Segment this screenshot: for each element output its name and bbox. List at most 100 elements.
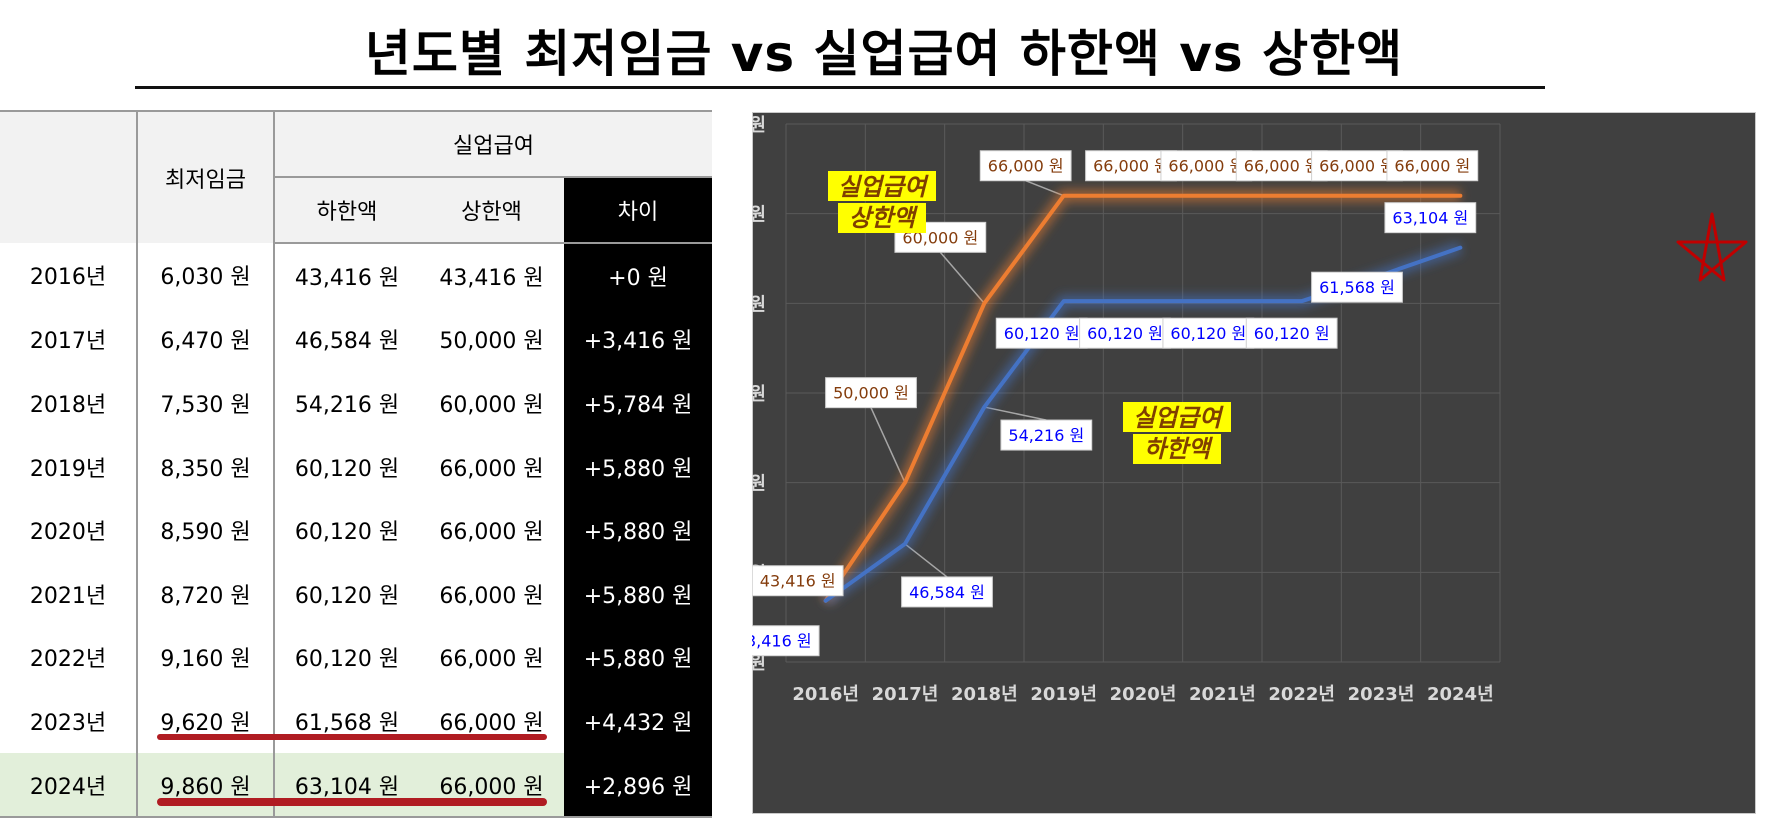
data-label: 43,416 원: [752, 632, 812, 651]
lower-cell: 46,584 원: [273, 307, 419, 372]
series-line-upper: [823, 193, 1463, 603]
table-row: 2023년 9,620 원 61,568 원 66,000 원 +4,432 원: [0, 689, 713, 753]
data-label-box: [1162, 317, 1255, 349]
data-label: 66,000 원: [1244, 157, 1320, 176]
y-tick-label: 60,000 원: [752, 294, 766, 315]
header-upper: 상한액: [419, 176, 564, 244]
leader-line: [939, 251, 985, 304]
data-label: 66,000 원: [988, 157, 1064, 176]
data-label: 66,000 원: [1319, 157, 1395, 176]
diff-cell: +5,880 원: [564, 625, 713, 690]
data-label-box: [894, 221, 987, 253]
upper-cell: 66,000 원: [439, 710, 544, 736]
upper-cell: 50,000 원: [439, 329, 544, 355]
corner-header-cell: [0, 110, 137, 243]
year-cell: 2019년: [29, 456, 107, 482]
y-tick-label: 65,000 원: [752, 205, 766, 226]
data-label: 66,000 원: [1394, 157, 1470, 176]
data-label: 60,120 원: [1170, 324, 1246, 343]
lower-cell: 54,216 원: [273, 371, 419, 435]
header-unemployment: 실업급여: [272, 110, 713, 177]
diff-cell: +0 원: [564, 243, 713, 308]
min-wage-cell: 8,720 원: [136, 561, 274, 626]
data-label-box: [1079, 317, 1171, 349]
year-cell: 2021년: [29, 583, 107, 609]
upper-cell: 66,000 원: [439, 520, 544, 546]
diff-cell: +3,416 원: [564, 307, 713, 372]
data-label-box: [1245, 317, 1338, 349]
data-label: 60,120 원: [1254, 324, 1330, 343]
data-label: 61,568 원: [1319, 278, 1395, 297]
diff-cell: +4,432 원: [564, 689, 713, 753]
min-wage-cell: 7,530 원: [136, 371, 274, 435]
data-label-box: [1000, 419, 1093, 451]
y-tick-label: 50,000 원: [752, 474, 766, 495]
x-tick-label: 2019년: [1030, 684, 1097, 705]
x-tick-label: 2018년: [951, 684, 1018, 705]
lower-cell: 60,120 원: [273, 434, 419, 499]
header-diff: 차이: [564, 176, 713, 244]
data-label: 63,104 원: [1392, 209, 1468, 228]
line-chart: 40,000 원45,000 원50,000 원55,000 원60,000 원…: [674, 111, 1757, 815]
upper-cell: 66,000 원: [439, 647, 544, 673]
x-tick-label: 2021년: [1189, 684, 1256, 705]
table-row: 2022년 9,160 원 60,120 원 66,000 원 +5,880 원: [0, 625, 713, 690]
data-label: 66,000 원: [1168, 157, 1244, 176]
header-lower: 하한액: [273, 176, 419, 244]
min-wage-cell: 6,030 원: [136, 243, 274, 308]
x-tick-label: 2016년: [792, 684, 859, 705]
leader-line: [904, 543, 948, 578]
header-min-wage: 최저임금: [136, 110, 274, 243]
annotation-bg: [1123, 402, 1231, 432]
lower-cell: 43,416 원: [273, 243, 419, 308]
diff-cell: +2,896 원: [564, 752, 713, 818]
data-label-box: [825, 377, 917, 409]
min-wage-cell: 9,160 원: [136, 625, 274, 690]
data-label: 60,000 원: [902, 228, 978, 247]
table-row: 2018년 7,530 원 54,216 원 60,000 원 +5,784 원: [0, 371, 713, 435]
x-tick-label: 2022년: [1268, 684, 1335, 705]
table-row: 2019년 8,350 원 60,120 원 66,000 원 +5,880 원: [0, 434, 713, 499]
y-tick-label: 70,000 원: [752, 115, 766, 136]
data-label-box: [995, 317, 1088, 349]
data-label: 54,216 원: [1008, 426, 1084, 445]
lower-cell: 60,120 원: [273, 498, 419, 562]
x-tick-label: 2020년: [1110, 684, 1177, 705]
lower-cell: 61,568 원: [273, 689, 419, 753]
data-label: 50,000 원: [833, 384, 909, 403]
upper-cell: 66,000 원: [439, 583, 544, 609]
annotation-bg: [828, 171, 936, 201]
diff-cell: +5,880 원: [564, 498, 713, 562]
table-row: 2024년 9,860 원 63,104 원 66,000 원 +2,896 원: [0, 752, 713, 818]
year-cell: 2024년: [0, 752, 137, 818]
data-label-box: [1311, 271, 1403, 303]
y-tick-label: 55,000 원: [752, 384, 766, 405]
chart-svg: 40,000 원45,000 원50,000 원55,000 원60,000 원…: [674, 111, 1757, 815]
annotation-line1: 실업급여: [838, 173, 929, 201]
table-row: 2021년 8,720 원 60,120 원 66,000 원 +5,880 원: [0, 561, 713, 626]
lower-cell: 60,120 원: [273, 561, 419, 626]
x-tick-label: 2024년: [1427, 684, 1494, 705]
annotation-line2: 상한액: [849, 204, 918, 232]
table-row: 2016년 6,030 원 43,416 원 43,416 원 +0 원: [0, 243, 713, 308]
annotation-bg: [838, 203, 926, 233]
data-label: 60,120 원: [1087, 324, 1163, 343]
min-wage-cell: 8,350 원: [136, 434, 274, 499]
data-label-box: [1384, 202, 1477, 234]
leader-line: [984, 406, 1047, 421]
min-wage-cell: 9,860 원: [136, 752, 274, 818]
year-cell: 2018년: [29, 392, 107, 418]
table-row: 2017년 6,470 원 46,584 원 50,000 원 +3,416 원: [0, 307, 713, 372]
annotation-line1: 실업급여: [1133, 404, 1224, 432]
data-label: 60,120 원: [1004, 324, 1080, 343]
table-row: 2020년 8,590 원 60,120 원 66,000 원 +5,880 원: [0, 498, 713, 562]
page-title: 년도별 최저임금 vs 실업급여 하한액 vs 상한액: [364, 25, 1404, 83]
diff-cell: +5,880 원: [564, 434, 713, 499]
upper-cell: 66,000 원: [439, 456, 544, 482]
data-label: 46,584 원: [909, 583, 985, 602]
data-label-box: [1386, 150, 1479, 182]
min-wage-cell: 8,590 원: [136, 498, 274, 562]
year-cell: 2016년: [29, 265, 107, 291]
diff-cell: +5,784 원: [564, 371, 713, 435]
underline-2023: [157, 734, 547, 740]
